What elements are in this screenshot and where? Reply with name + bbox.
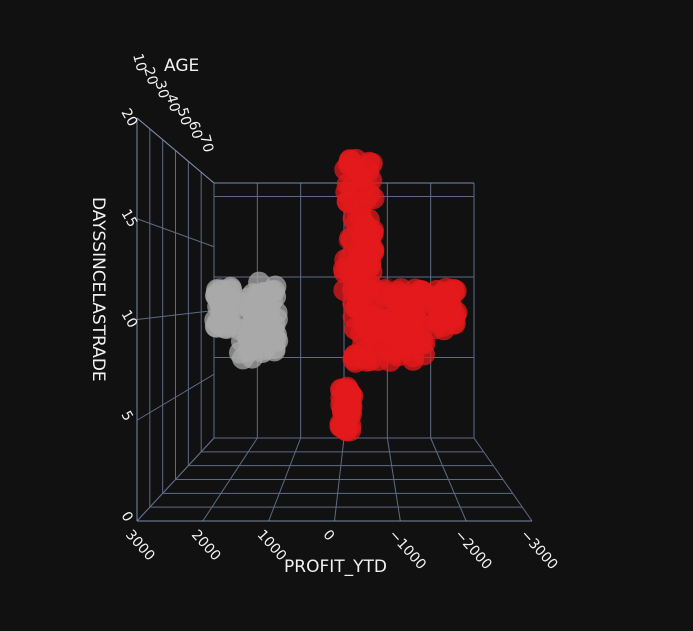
data-point xyxy=(402,348,425,371)
data-point xyxy=(435,277,458,300)
x-tick-label: −1000 xyxy=(385,527,429,573)
data-point xyxy=(359,305,382,328)
data-point xyxy=(253,338,276,360)
data-point xyxy=(218,280,241,303)
y-tick-label: 20 xyxy=(140,65,160,86)
data-point xyxy=(427,307,450,330)
x-tick-label: −3000 xyxy=(517,527,561,573)
y-axis-title: AGE xyxy=(164,56,199,76)
y-tick-label: 10 xyxy=(129,52,149,73)
data-point xyxy=(362,187,385,210)
x-tick-label: 3000 xyxy=(122,527,158,564)
data-point xyxy=(361,222,384,245)
y-tick-label: 30 xyxy=(151,79,171,100)
z-tick-label: 20 xyxy=(118,106,141,129)
data-point xyxy=(333,261,356,284)
data-point xyxy=(379,307,402,330)
x-tick-label: 2000 xyxy=(188,527,224,564)
z-tick-label: 5 xyxy=(118,408,136,424)
z-axis-title: DAYSSINCELASTRADE xyxy=(88,197,108,382)
x-tick-label: −2000 xyxy=(451,527,495,573)
data-point xyxy=(385,348,404,367)
data-point xyxy=(339,419,362,442)
data-point xyxy=(238,321,261,344)
data-point xyxy=(360,322,383,345)
data-point xyxy=(409,331,432,354)
y-tick-label: 40 xyxy=(163,92,183,113)
x-tick-label: 0 xyxy=(320,527,338,544)
data-point xyxy=(391,322,414,345)
data-point xyxy=(221,277,239,296)
data-point xyxy=(336,390,359,413)
data-point xyxy=(356,295,375,314)
z-tick-label: 0 xyxy=(118,509,136,525)
data-point xyxy=(367,349,389,371)
data-point xyxy=(336,173,359,196)
data-point xyxy=(246,284,269,306)
y-tick-label: 60 xyxy=(185,119,205,140)
y-tick-label: 50 xyxy=(174,106,194,127)
points-layer xyxy=(204,148,468,442)
data-point xyxy=(258,299,281,321)
z-tick-label: 15 xyxy=(118,207,141,230)
label-layer: DAYSSINCELASTRADE PROFIT_YTD AGE 3000 200… xyxy=(88,52,561,577)
data-point xyxy=(344,344,367,366)
x-axis-title: PROFIT_YTD xyxy=(284,557,387,577)
grid-layer xyxy=(136,117,533,522)
data-point xyxy=(336,190,359,213)
z-tick-label: 10 xyxy=(118,308,141,331)
data-point xyxy=(365,153,384,171)
data-point xyxy=(357,278,380,301)
data-point xyxy=(381,285,404,308)
y-axis-line xyxy=(136,117,215,184)
data-point xyxy=(210,313,233,336)
y-tick-label: 70 xyxy=(196,133,216,154)
data-point xyxy=(405,304,424,323)
data-point xyxy=(345,201,364,220)
